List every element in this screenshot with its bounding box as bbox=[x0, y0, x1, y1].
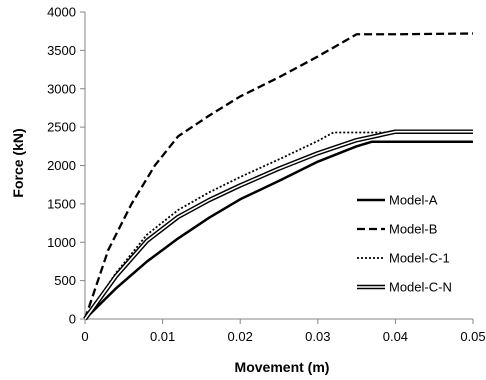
y-axis-title: Force (kN) bbox=[10, 128, 26, 197]
legend-label: Model-C-1 bbox=[389, 251, 450, 266]
legend-label: Model-C-N bbox=[389, 280, 452, 295]
legend: Model-A Model-B Model-C-1 Model-C-N bbox=[357, 193, 452, 295]
x-tick-label: 0.01 bbox=[150, 329, 175, 344]
y-tick-label: 0 bbox=[69, 312, 76, 327]
series-line bbox=[83, 32, 474, 320]
axes: 0 500 1000 1500 2000 2500 3000 3500 4000 0 0.01 0.0… bbox=[47, 5, 486, 345]
series-model-a bbox=[84, 140, 473, 320]
plot-area bbox=[83, 32, 474, 321]
y-tick-label: 2000 bbox=[47, 158, 76, 173]
legend-item: Model-C-1 bbox=[357, 251, 450, 266]
y-tick-label: 3000 bbox=[47, 81, 76, 96]
y-tick-label: 4000 bbox=[47, 5, 76, 20]
series-model-c-1 bbox=[84, 131, 473, 320]
y-tick-label: 1000 bbox=[47, 235, 76, 250]
y-tick-label: 500 bbox=[54, 273, 76, 288]
x-tick-label: 0.04 bbox=[383, 329, 408, 344]
series-line-inner bbox=[84, 130, 473, 320]
legend-item: Model-A bbox=[357, 193, 438, 208]
y-tick-label: 3500 bbox=[47, 43, 76, 58]
x-tick-label: 0.02 bbox=[228, 329, 253, 344]
x-tick-label: 0 bbox=[81, 329, 88, 344]
x-tick-label: 0.03 bbox=[305, 329, 330, 344]
x-tick-label: 0.05 bbox=[460, 329, 485, 344]
legend-item: Model-B bbox=[357, 222, 437, 237]
series-line bbox=[84, 140, 473, 320]
y-tick-label: 2500 bbox=[47, 120, 76, 135]
x-axis-title: Movement (m) bbox=[235, 359, 330, 375]
series-model-b bbox=[83, 32, 474, 320]
legend-label: Model-A bbox=[389, 193, 438, 208]
y-tick-label: 1500 bbox=[47, 196, 76, 211]
legend-item: Model-C-N bbox=[357, 280, 452, 295]
series-model-c-n bbox=[83, 129, 473, 321]
series-line bbox=[84, 131, 473, 320]
legend-label: Model-B bbox=[389, 222, 437, 237]
